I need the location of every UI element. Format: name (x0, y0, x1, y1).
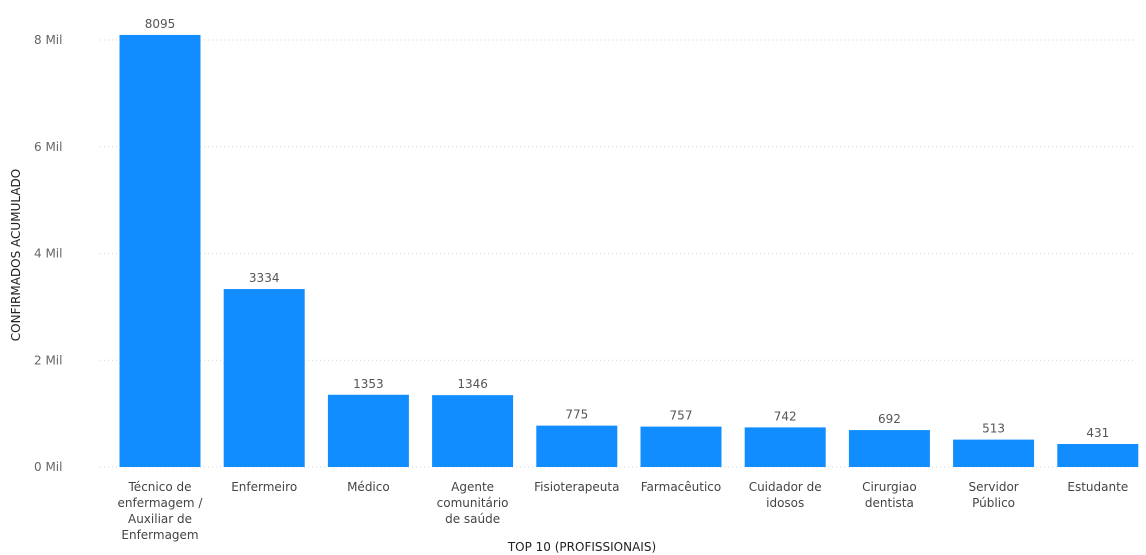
bar[interactable] (223, 289, 305, 467)
x-axis-ticks: Técnico de enfermagem / Auxiliar de Enferma… (118, 480, 1129, 542)
y-tick-label: 2 Mil (34, 353, 62, 367)
x-tick-label: Cirurgiao dentista (862, 480, 917, 510)
x-tick-line: Médico (347, 480, 390, 494)
bar[interactable] (640, 426, 722, 467)
y-axis-ticks: 0 Mil 2 Mil 4 Mil 6 Mil 8 Mil (34, 33, 62, 474)
x-tick-label: Técnico de enfermagem / Auxiliar de Enferma… (118, 480, 204, 542)
data-label: 8095 (145, 17, 176, 31)
x-tick-line: enfermagem / (118, 496, 204, 510)
x-axis-title: TOP 10 (PROFISSIONAIS) (507, 540, 656, 554)
x-tick-line: Auxiliar de (128, 512, 192, 526)
x-tick-line: Técnico de (128, 480, 192, 494)
x-tick-line: Enfermeiro (231, 480, 297, 494)
x-tick-label: Enfermeiro (231, 480, 297, 494)
data-label: 1346 (457, 377, 488, 391)
bar[interactable] (744, 427, 826, 467)
x-tick-line: Farmacêutico (641, 480, 721, 494)
x-tick-line: Servidor (968, 480, 1018, 494)
bar[interactable] (119, 34, 201, 467)
data-label: 1353 (353, 377, 384, 391)
x-tick-line: idosos (766, 496, 804, 510)
data-label: 3334 (249, 271, 280, 285)
y-tick-label: 8 Mil (34, 33, 62, 47)
bar[interactable] (953, 439, 1035, 467)
x-tick-label: Médico (347, 480, 390, 494)
x-tick-label: Fisioterapeuta (534, 480, 619, 494)
bar[interactable] (536, 425, 618, 467)
data-label: 742 (774, 409, 797, 423)
data-label: 431 (1086, 426, 1109, 440)
y-tick-label: 0 Mil (34, 460, 62, 474)
bar[interactable] (848, 430, 930, 467)
x-tick-label: Cuidador de idosos (749, 480, 822, 510)
x-tick-line: Cuidador de (749, 480, 822, 494)
x-tick-label: Estudante (1067, 480, 1128, 494)
x-tick-line: Agente (451, 480, 494, 494)
x-tick-label: Agente comunitário de saúde (437, 480, 509, 526)
x-tick-label: Servidor Público (968, 480, 1018, 510)
bar[interactable] (432, 395, 514, 467)
data-label: 757 (670, 409, 693, 423)
x-tick-line: de saúde (445, 512, 500, 526)
y-tick-label: 6 Mil (34, 140, 62, 154)
bar[interactable] (327, 394, 409, 467)
x-tick-line: Público (972, 496, 1015, 510)
x-tick-label: Farmacêutico (641, 480, 721, 494)
data-label: 513 (982, 422, 1005, 436)
x-tick-line: Estudante (1067, 480, 1128, 494)
bars (119, 34, 1139, 467)
y-axis-title: CONFIRMADOS ACUMULADO (9, 169, 23, 341)
x-tick-line: dentista (865, 496, 914, 510)
data-labels: 8095 3334 1353 1346 775 757 742 692 513 431 (145, 17, 1110, 440)
x-tick-line: Enfermagem (121, 528, 198, 542)
data-label: 692 (878, 412, 901, 426)
y-tick-label: 4 Mil (34, 247, 62, 261)
x-tick-line: Fisioterapeuta (534, 480, 619, 494)
x-tick-line: comunitário (437, 496, 509, 510)
x-tick-line: Cirurgiao (862, 480, 917, 494)
bar[interactable] (1057, 443, 1139, 467)
data-label: 775 (565, 408, 588, 422)
